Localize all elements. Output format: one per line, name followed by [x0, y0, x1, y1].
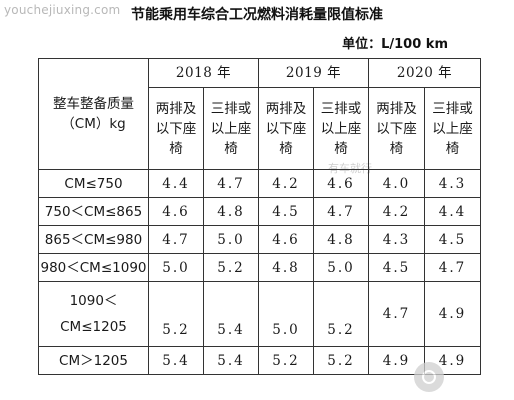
value-cell: 4.6 — [258, 225, 314, 254]
mass-range-cell: 980＜CM≤1090 — [38, 253, 149, 282]
value-cell: 4.2 — [368, 197, 425, 226]
seat-text: 椅 — [389, 140, 404, 157]
fuel-limit-table: 整车整备质量 （CM）kg 2018 年 2019 年 2020 年 两排及以下… — [38, 58, 481, 375]
mass-range-text: 750＜CM≤865 — [44, 203, 143, 220]
table-row: 1090＜ CM≤1205 5.2 5.4 5.0 5.2 4.7 4.9 — [38, 281, 481, 347]
value-cell: 4.6 — [313, 169, 369, 198]
seat-header-three-rows: 三排或 以上座椅 — [203, 87, 259, 170]
seat-header-two-rows: 两排及 以下座椅 — [148, 87, 204, 170]
seat-text: 以上座 — [320, 120, 362, 137]
value-cell: 4.8 — [258, 253, 314, 282]
seat-text: 以下座 — [265, 120, 307, 137]
value-cell: 4.3 — [424, 169, 481, 198]
seat-text: 椅 — [279, 140, 293, 157]
steering-wheel-logo-icon — [414, 362, 444, 392]
value-cell: 4.8 — [203, 197, 259, 226]
seat-text: 椅 — [334, 140, 348, 157]
year-header-2018: 2018 年 — [148, 58, 259, 88]
value-cell: 4.8 — [313, 225, 369, 254]
seat-text: 椅 — [169, 140, 183, 157]
page-title: 节能乘用车综合工况燃料消耗量限值标准 — [131, 7, 383, 23]
value-cell: 4.0 — [368, 169, 425, 198]
value-cell: 4.6 — [148, 197, 204, 226]
seat-text: 三排或 — [210, 100, 252, 117]
value-cell: 4.2 — [258, 169, 314, 198]
value-cell: 4.7 — [203, 169, 259, 198]
table-row: CM＞1205 5.4 5.4 5.2 5.2 4.9 4.9 — [38, 346, 481, 375]
mass-range-cell: CM＞1205 — [38, 346, 149, 375]
table-row: 980＜CM≤1090 5.0 5.2 4.8 5.0 4.5 4.7 — [38, 253, 481, 282]
seat-text: 三排或 — [320, 100, 362, 117]
mass-range-text: 980＜CM≤1090 — [40, 259, 147, 276]
value-cell: 4.7 — [313, 197, 369, 226]
value-cell: 5.2 — [203, 253, 259, 282]
seat-text: 以上座 — [210, 120, 252, 137]
table-row: 865＜CM≤980 4.7 5.0 4.6 4.8 4.3 4.5 — [38, 225, 481, 254]
table-row: 750＜CM≤865 4.6 4.8 4.5 4.7 4.2 4.4 — [38, 197, 481, 226]
value-cell: 4.7 — [368, 281, 425, 347]
mass-header-line: 整车整备质量 — [53, 96, 134, 112]
value-cell: 4.5 — [258, 197, 314, 226]
seat-text: 三排或 — [432, 100, 473, 117]
seat-text: 以下座 — [376, 120, 417, 137]
value-cell: 4.7 — [424, 253, 481, 282]
mass-header-line: （CM）kg — [61, 116, 126, 132]
value-cell: 5.0 — [258, 281, 314, 347]
value-cell: 5.0 — [148, 253, 204, 282]
seat-text: 椅 — [445, 140, 460, 157]
value-cell: 4.5 — [368, 253, 425, 282]
mass-range-text: CM≤1205 — [60, 319, 127, 335]
value-cell: 4.5 — [424, 225, 481, 254]
mass-range-cell: 865＜CM≤980 — [38, 225, 149, 254]
value-cell: 5.0 — [203, 225, 259, 254]
seat-text: 两排及 — [155, 100, 197, 117]
seat-text: 以上座 — [432, 120, 473, 137]
mass-range-text: CM≤750 — [64, 175, 123, 192]
seat-header-two-rows: 两排及 以下座椅 — [368, 87, 425, 170]
value-cell: 4.9 — [424, 281, 481, 347]
value-cell: 4.4 — [424, 197, 481, 226]
mass-range-cell: 750＜CM≤865 — [38, 197, 149, 226]
mass-range-text: 865＜CM≤980 — [44, 231, 143, 248]
value-cell: 5.2 — [313, 281, 369, 347]
mass-range-text: CM＞1205 — [59, 352, 128, 369]
mass-range-cell: CM≤750 — [38, 169, 149, 198]
value-cell: 5.2 — [258, 346, 314, 375]
seat-text: 两排及 — [265, 100, 307, 117]
seat-text: 椅 — [224, 140, 238, 157]
value-cell: 5.2 — [313, 346, 369, 375]
mass-header-cell: 整车整备质量 （CM）kg — [38, 58, 149, 170]
value-cell: 5.0 — [313, 253, 369, 282]
seat-header-three-rows: 三排或 以上座椅 — [313, 87, 369, 170]
value-cell: 4.3 — [368, 225, 425, 254]
seat-header-three-rows: 三排或 以上座椅 — [424, 87, 481, 170]
seat-text: 两排及 — [376, 100, 417, 117]
site-watermark: youchejiuxing.com — [4, 3, 121, 17]
year-header-2020: 2020 年 — [368, 58, 481, 88]
value-cell: 5.4 — [203, 346, 259, 375]
mass-range-cell: 1090＜ CM≤1205 — [38, 281, 149, 347]
value-cell: 4.7 — [148, 225, 204, 254]
seat-text: 以下座 — [155, 120, 197, 137]
value-cell: 5.4 — [203, 281, 259, 347]
value-cell: 5.2 — [148, 281, 204, 347]
year-header-2019: 2019 年 — [258, 58, 369, 88]
value-cell: 5.4 — [148, 346, 204, 375]
table-row: CM≤750 4.4 4.7 4.2 4.6 4.0 4.3 — [38, 169, 481, 198]
seat-header-two-rows: 两排及 以下座椅 — [258, 87, 314, 170]
unit-label: 单位：L/100 km — [342, 37, 448, 52]
mass-range-text: 1090＜ — [69, 293, 118, 309]
value-cell: 4.4 — [148, 169, 204, 198]
year-header-row: 整车整备质量 （CM）kg 2018 年 2019 年 2020 年 — [38, 58, 481, 170]
